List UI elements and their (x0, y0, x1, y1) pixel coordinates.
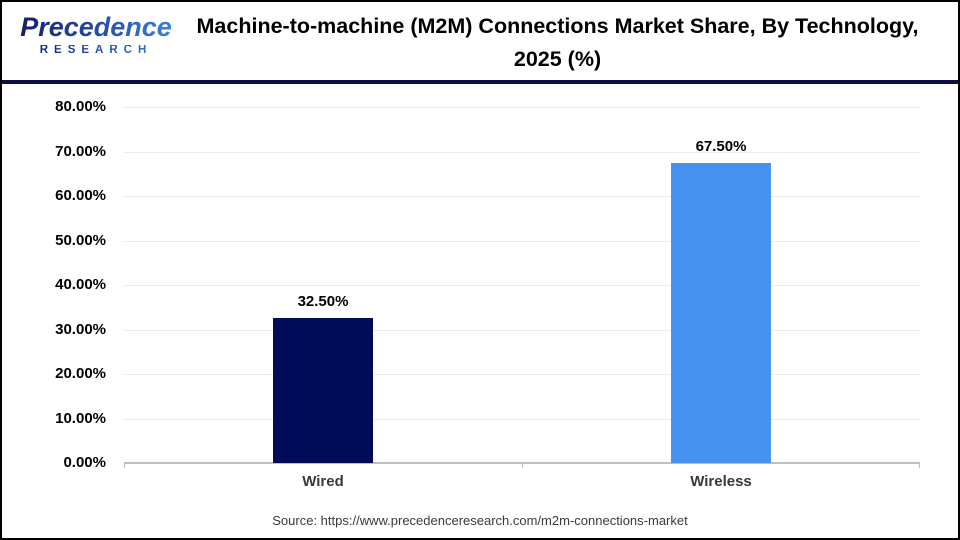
gridline (124, 329, 920, 331)
gridline (124, 151, 920, 153)
y-axis-tick-label: 60.00% (55, 187, 106, 204)
category-label-wireless: Wireless (690, 473, 752, 490)
chart-title: Machine-to-machine (M2M) Connections Mar… (196, 14, 919, 72)
category-label-wired: Wired (302, 473, 344, 490)
value-label-wired: 32.50% (297, 293, 349, 311)
plot-area: 32.50% Wired 67.50% Wireless (124, 107, 920, 490)
bar-wireless (671, 162, 771, 463)
y-axis-tick-label: 70.00% (55, 142, 106, 160)
source-line: Source: https://www.precedenceresearch.c… (272, 513, 688, 528)
gridline (124, 196, 920, 197)
logo-sub-text: RESEARCH (16, 44, 176, 57)
gridline (124, 374, 920, 375)
x-axis-tick (124, 463, 125, 468)
gridline (124, 418, 920, 420)
gridline (124, 240, 920, 242)
logo-brand-text: Precedence (16, 14, 176, 41)
y-axis-tick-label: 10.00% (55, 409, 106, 427)
value-label-wireless: 67.50% (695, 137, 747, 155)
x-axis-tick (919, 463, 920, 468)
gridline (124, 107, 920, 108)
y-axis-tick-label: 50.00% (55, 231, 106, 249)
y-axis-tick-label: 20.00% (55, 365, 106, 382)
precedence-research-logo: Precedence RESEARCH (16, 14, 176, 57)
x-axis-tick (522, 463, 523, 468)
y-axis-tick-label: 30.00% (55, 320, 106, 338)
header: Precedence RESEARCH Machine-to-machine (… (2, 2, 958, 84)
y-axis-tick-label: 80.00% (55, 98, 106, 115)
y-axis-tick-label: 40.00% (55, 276, 106, 293)
y-axis-tick-label: 0.00% (63, 454, 106, 471)
bar-wired (273, 318, 373, 463)
gridline (124, 285, 920, 286)
